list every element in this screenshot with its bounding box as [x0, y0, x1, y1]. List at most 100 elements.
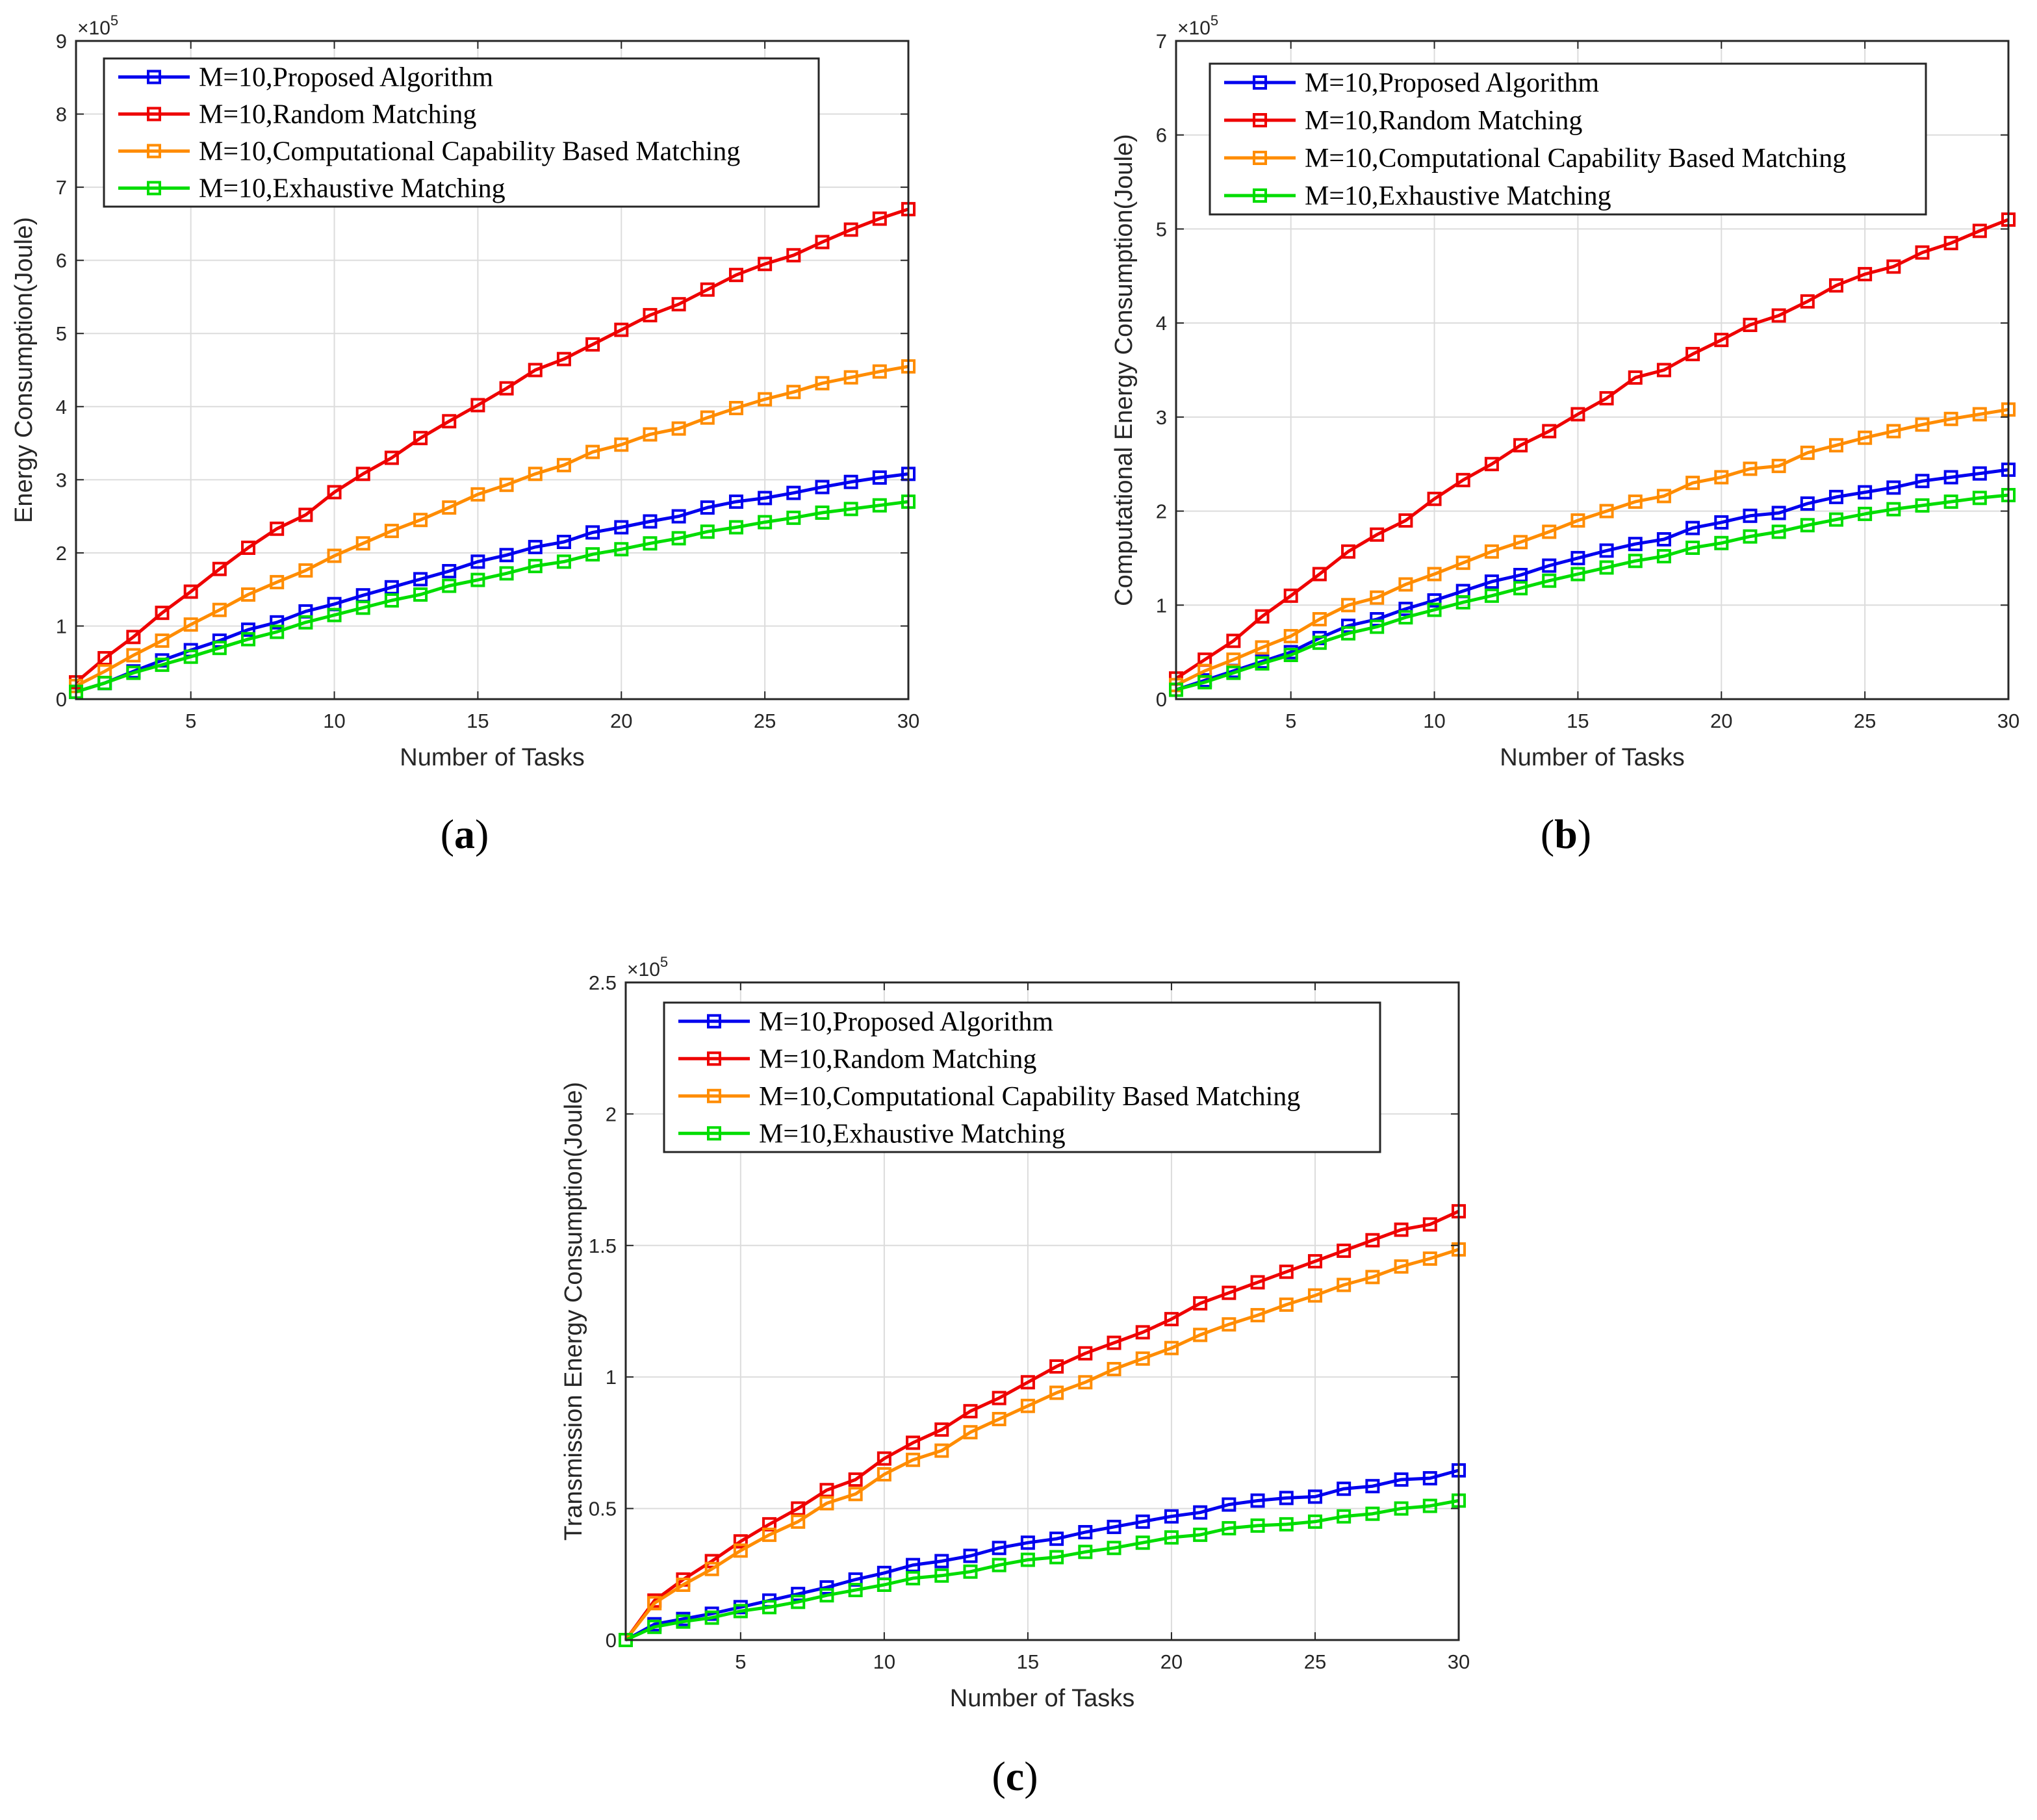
data-point	[1394, 1501, 1409, 1516]
data-point	[1307, 1514, 1322, 1529]
data-point	[413, 513, 428, 528]
data-point	[906, 1557, 921, 1572]
data-point	[1020, 1552, 1035, 1567]
data-point	[848, 1487, 863, 1502]
data-point	[442, 500, 457, 515]
data-point	[906, 1570, 921, 1585]
axes-box	[624, 981, 1460, 1641]
x-tick-label: 20	[1160, 1650, 1183, 1673]
data-point	[327, 485, 342, 500]
chart-panel-c: 5 10 15 20 25 30 0 0.5 1 1.5 2 2.5 ×105 Number of Tas…	[560, 954, 1470, 1799]
y-tick-label: 8	[56, 103, 67, 126]
data-point	[614, 520, 629, 535]
data-point	[1337, 1481, 1352, 1496]
data-point	[355, 600, 370, 615]
x-tick-label: 5	[735, 1650, 746, 1673]
legend-item-3: M=10,Exhaustive Matching	[1224, 181, 1611, 211]
data-point	[384, 524, 399, 539]
data-point	[1427, 602, 1442, 617]
y-tick-label: 0	[1156, 688, 1167, 711]
y-tick-label: 0	[56, 688, 67, 711]
y-tick-label: 4	[1156, 312, 1167, 335]
data-point	[1943, 236, 1958, 251]
data-point	[556, 535, 571, 550]
data-point	[758, 491, 773, 506]
legend-label: M=10,Random Matching	[199, 100, 476, 130]
y-tick-label: 1	[1156, 594, 1167, 617]
data-point	[733, 1543, 748, 1558]
data-point	[1226, 665, 1241, 680]
data-point	[97, 676, 112, 691]
legend-label: M=10,Exhaustive Matching	[759, 1119, 1066, 1149]
data-point	[1484, 544, 1499, 559]
data-point	[1279, 1491, 1294, 1506]
data-point	[1570, 567, 1585, 582]
data-point	[992, 1411, 1006, 1426]
data-point	[1365, 1270, 1380, 1285]
data-point	[819, 1496, 834, 1511]
data-point	[643, 427, 658, 442]
data-point	[1398, 577, 1413, 592]
x-axis-title: Number of Tasks	[400, 744, 584, 771]
data-point	[298, 615, 313, 630]
data-point	[212, 561, 227, 576]
data-point	[327, 608, 342, 622]
data-point	[1685, 476, 1700, 491]
data-point	[126, 648, 141, 663]
data-point	[671, 297, 686, 312]
x-tick-label: 5	[1285, 710, 1296, 732]
legend-label: M=10,Proposed Algorithm	[199, 63, 493, 93]
data-point	[819, 1588, 834, 1603]
data-point	[1312, 567, 1327, 582]
data-point	[1307, 1489, 1322, 1504]
data-point	[1283, 647, 1298, 662]
data-point	[872, 470, 887, 485]
legend-label: M=10,Computational Capability Based Matc…	[199, 137, 740, 167]
data-point	[671, 421, 686, 436]
data-point	[1915, 417, 1930, 432]
data-point	[1858, 266, 1873, 281]
data-point	[1049, 1359, 1064, 1374]
legend-marker	[707, 1014, 721, 1029]
legend-item-3: M=10,Exhaustive Matching	[678, 1119, 1066, 1149]
legend-box	[103, 57, 820, 208]
data-point	[676, 1577, 691, 1592]
data-point	[704, 1554, 719, 1569]
data-point	[1250, 1275, 1265, 1290]
data-point	[1972, 407, 1987, 422]
data-point	[791, 1501, 806, 1516]
data-point	[1164, 1509, 1179, 1524]
y-tick-label: 5	[1156, 218, 1167, 240]
data-point	[1628, 537, 1643, 552]
data-point	[791, 1587, 806, 1602]
data-point	[614, 437, 629, 452]
data-point	[499, 566, 514, 581]
data-point	[1858, 506, 1873, 521]
data-point	[728, 268, 743, 283]
data-point	[1370, 590, 1385, 605]
x-axis-title: Number of Tasks	[1500, 744, 1684, 771]
data-point	[1828, 278, 1843, 293]
data-point	[1394, 1472, 1409, 1487]
data-point	[1193, 1327, 1208, 1342]
data-point	[872, 498, 887, 513]
legend-marker	[1253, 151, 1267, 165]
data-point	[1164, 1312, 1179, 1327]
legend-marker	[147, 70, 161, 84]
data-point	[1714, 515, 1729, 530]
data-point	[97, 650, 112, 665]
data-point	[643, 308, 658, 323]
data-point	[815, 505, 830, 520]
data-point	[786, 385, 801, 400]
y-axis-title: Energy Consumption(Joule)	[10, 217, 38, 523]
data-point	[1255, 640, 1270, 655]
data-point	[585, 525, 600, 540]
data-point	[1427, 567, 1442, 582]
data-point	[1828, 438, 1843, 453]
legend-box	[663, 1001, 1381, 1153]
data-point	[786, 248, 801, 263]
data-point	[700, 410, 715, 425]
legend-label: M=10,Exhaustive Matching	[1305, 181, 1611, 211]
data-point	[183, 584, 198, 599]
y-tick-label: 2.5	[589, 971, 617, 994]
